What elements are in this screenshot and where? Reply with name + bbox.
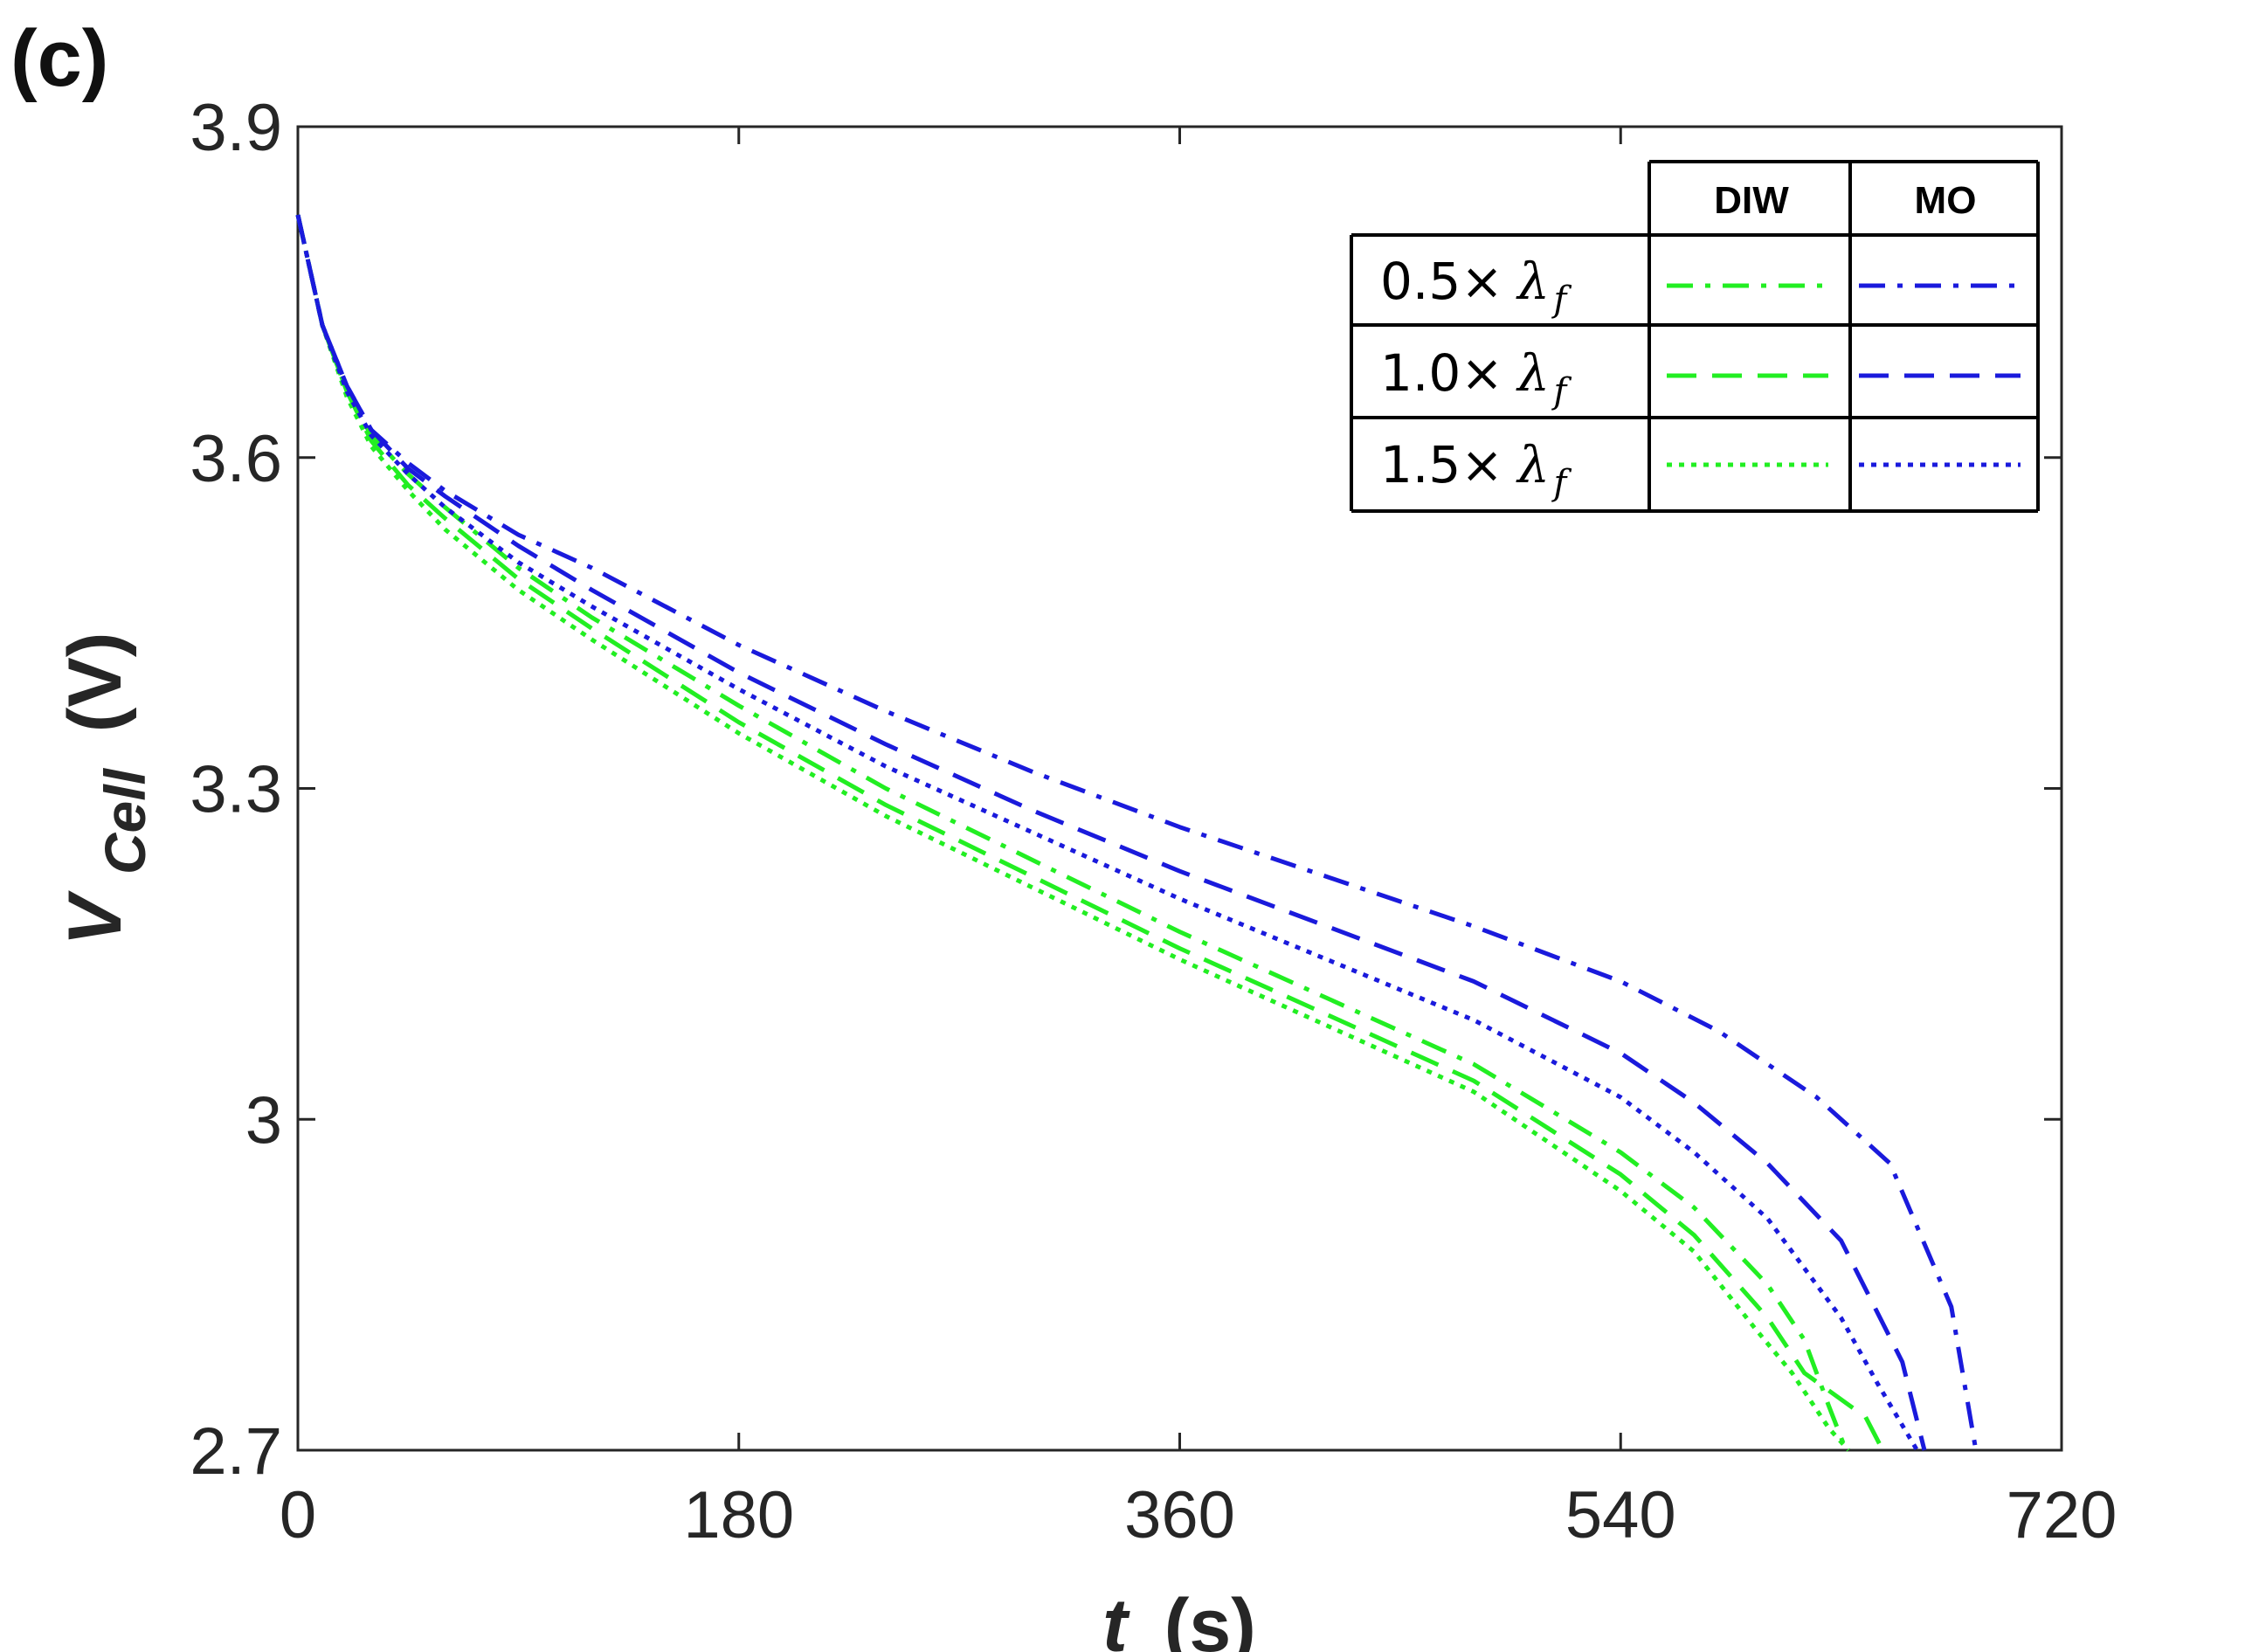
legend: DIW MO 0.5× λ f 1.0× λ f 1.5× λ f [1350,160,2040,513]
y-axis-label-var: V [53,889,137,945]
x-axis-label-unit: (s) [1164,1584,1256,1652]
x-tick-label: 180 [683,1478,794,1552]
y-axis-label-sub: Cell [93,767,157,874]
y-tick-label: 3.6 [190,422,282,496]
y-tick-label: 3 [245,1083,282,1158]
series-line-mo-dotted [295,214,1919,1452]
x-tick-label: 720 [2007,1478,2117,1552]
legend-col-diw: DIW [1714,179,1789,222]
panel-label: (c) [10,14,108,103]
series-group [295,214,1979,1452]
series-line-diw-dashdot [295,214,1848,1451]
legend-row-2-factor: 1.5× [1380,435,1503,494]
legend-swatches [1667,283,2021,467]
series-line-diw-dashed [295,214,1885,1452]
x-tick-label: 0 [280,1478,316,1552]
tick-labels: 0 180 360 540 720 2.7 3 3.3 3.6 3.9 [190,91,2117,1552]
legend-row-0-factor: 0.5× [1380,252,1503,311]
series-line-mo-dashed [295,214,1927,1451]
legend-col-mo: MO [1915,179,1977,222]
y-tick-label: 3.9 [190,91,282,165]
x-tick-label: 360 [1124,1478,1235,1552]
legend-row-0-label: 0.5× λ f [1380,252,1572,320]
legend-grid [1350,160,2040,513]
legend-row-1-label: 1.0× λ f [1380,343,1572,411]
y-tick-label: 3.3 [190,753,282,827]
x-tick-label: 540 [1565,1478,1676,1552]
legend-row-2-symbol: λ [1516,435,1550,494]
legend-row-1-factor: 1.0× [1380,343,1503,403]
series-line-diw-dotted [295,214,1850,1452]
legend-row-2-label: 1.5× λ f [1380,435,1572,503]
axis-ticks [296,125,2063,1452]
legend-row-1-symbol: λ [1516,343,1550,403]
y-tick-label: 2.7 [190,1414,282,1489]
y-axis-label: V Cell (V) [53,632,162,946]
x-axis-label-var: t [1102,1584,1130,1652]
y-axis-label-unit: (V) [53,632,137,733]
legend-row-0-symbol: λ [1516,252,1550,311]
x-axis-label: t (s) [1102,1584,1256,1652]
